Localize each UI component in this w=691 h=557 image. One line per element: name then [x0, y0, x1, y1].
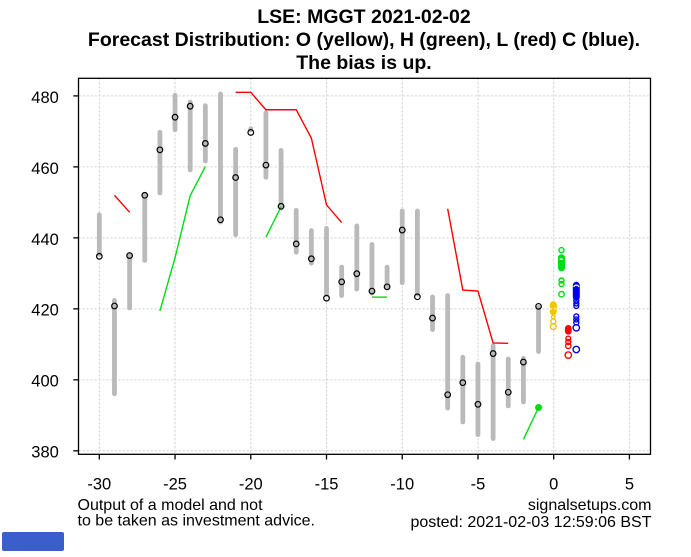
svg-text:-25: -25 [163, 475, 187, 493]
svg-text:-30: -30 [87, 475, 111, 493]
svg-text:LSE: MGGT 2021-02-02: LSE: MGGT 2021-02-02 [257, 6, 471, 28]
svg-text:to be taken as investment advi: to be taken as investment advice. [78, 513, 315, 530]
svg-text:-10: -10 [390, 475, 414, 493]
svg-text:signalsetups.com: signalsetups.com [528, 497, 652, 514]
svg-text:Forecast Distribution: O (yell: Forecast Distribution: O (yellow), H (gr… [88, 29, 640, 51]
svg-text:440: 440 [31, 231, 59, 249]
svg-text:Output of a model and not: Output of a model and not [78, 497, 264, 514]
svg-text:460: 460 [31, 160, 59, 178]
svg-text:0: 0 [549, 475, 558, 493]
svg-text:380: 380 [31, 444, 59, 462]
svg-text:5: 5 [625, 475, 634, 493]
svg-text:-5: -5 [471, 475, 486, 493]
svg-text:480: 480 [31, 89, 59, 107]
svg-text:The bias is up.: The bias is up. [296, 52, 431, 74]
svg-text:posted: 2021-02-03 12:59:06 BS: posted: 2021-02-03 12:59:06 BST [410, 514, 651, 531]
svg-text:420: 420 [31, 302, 59, 320]
svg-text:-15: -15 [315, 475, 339, 493]
svg-text:400: 400 [31, 373, 59, 391]
svg-text:-20: -20 [239, 475, 263, 493]
